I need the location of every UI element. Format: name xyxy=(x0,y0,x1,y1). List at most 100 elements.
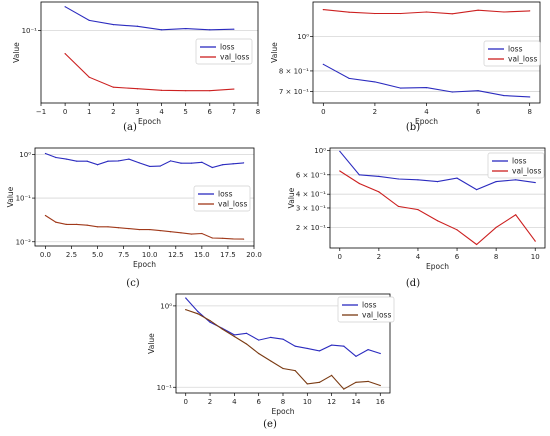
x-tick-label: 15.0 xyxy=(194,251,210,259)
data-point xyxy=(270,336,272,338)
x-tick-label: 0 xyxy=(338,253,342,261)
x-tick-label: 12 xyxy=(327,398,336,406)
data-point xyxy=(233,28,235,30)
data-point xyxy=(374,81,376,83)
x-tick-label: 14 xyxy=(351,398,360,406)
data-point xyxy=(477,9,479,11)
y-axis-label: Value xyxy=(12,42,21,63)
data-point xyxy=(209,321,211,323)
data-point xyxy=(86,160,88,162)
data-point xyxy=(159,230,161,232)
data-point xyxy=(180,162,182,164)
x-tick-label: 2 xyxy=(111,108,115,116)
data-point xyxy=(209,319,211,322)
legend-box xyxy=(487,152,545,179)
data-point xyxy=(339,150,341,152)
data-point xyxy=(138,162,140,164)
x-axis-label: Epoch xyxy=(133,260,156,269)
y-tick-label: 10⁰ xyxy=(160,302,172,310)
subfigure-caption: (a) xyxy=(123,122,137,133)
data-point xyxy=(44,152,47,155)
y-tick-label: 10⁻¹ xyxy=(22,27,38,35)
x-tick-label: 8 xyxy=(256,108,260,116)
data-point xyxy=(221,328,223,330)
data-point xyxy=(222,164,224,166)
data-point xyxy=(136,25,139,27)
x-tick-label: 12.5 xyxy=(168,251,184,259)
x-tick-label: 3 xyxy=(135,108,139,116)
subfigure-caption: (d) xyxy=(406,278,420,289)
x-tick-label: 6 xyxy=(455,253,460,261)
data-point xyxy=(65,158,67,160)
legend-entry: loss xyxy=(508,45,523,54)
series-line-loss xyxy=(64,6,234,31)
data-point xyxy=(358,174,360,176)
legend-entry: loss xyxy=(218,190,233,199)
y-tick-label: 10⁻¹ xyxy=(157,384,173,392)
data-point xyxy=(76,160,78,162)
legend-box xyxy=(483,40,541,67)
data-point xyxy=(358,182,360,185)
data-point xyxy=(294,370,296,372)
x-axis-label: Epoch xyxy=(426,262,449,271)
x-tick-label: 2 xyxy=(208,398,212,406)
data-point xyxy=(180,232,182,234)
y-axis-label: Value xyxy=(6,186,15,207)
x-tick-label: 7.5 xyxy=(118,251,129,259)
data-point xyxy=(55,221,57,223)
x-tick-label: 4 xyxy=(416,253,421,261)
subfigure-caption: (c) xyxy=(126,278,140,289)
data-point xyxy=(107,160,109,162)
data-point xyxy=(112,86,114,88)
data-point xyxy=(233,88,235,90)
data-point xyxy=(149,228,151,231)
x-tick-label: 4 xyxy=(232,398,237,406)
y-axis-label: Value xyxy=(147,333,156,354)
data-point xyxy=(211,237,213,239)
data-point xyxy=(65,223,67,225)
y-axis-label: Value xyxy=(270,42,279,63)
x-tick-label: 6 xyxy=(256,398,261,406)
x-tick-label: 16 xyxy=(376,398,385,406)
data-point xyxy=(397,178,400,180)
data-point xyxy=(197,311,199,313)
x-tick-label: 2 xyxy=(377,253,381,261)
data-point xyxy=(86,224,88,226)
y-tick-label: 10⁰ xyxy=(297,33,309,41)
data-point xyxy=(503,94,505,97)
data-point xyxy=(232,238,234,240)
data-point xyxy=(169,231,172,233)
data-point xyxy=(211,166,213,169)
data-point xyxy=(495,181,497,183)
data-point xyxy=(201,232,203,235)
legend-entry: val_loss xyxy=(218,200,247,209)
data-point xyxy=(318,381,321,383)
data-point xyxy=(282,338,284,340)
data-point xyxy=(355,381,357,383)
data-point xyxy=(477,90,479,92)
data-point xyxy=(201,161,203,163)
y-tick-label: 10⁰ xyxy=(19,151,31,159)
data-point xyxy=(190,233,193,235)
data-point xyxy=(185,27,187,30)
data-point xyxy=(258,339,260,341)
plot-frame xyxy=(329,147,546,249)
data-point xyxy=(348,11,350,13)
data-point xyxy=(529,10,531,12)
data-point xyxy=(185,90,187,92)
data-point xyxy=(475,243,478,246)
data-point xyxy=(294,345,296,347)
data-point xyxy=(96,226,99,228)
data-point xyxy=(245,332,248,334)
data-point xyxy=(76,223,78,225)
data-point xyxy=(232,163,234,165)
x-axis-label: Epoch xyxy=(272,407,295,416)
data-point xyxy=(451,13,453,15)
data-point xyxy=(417,208,419,211)
plot-frame xyxy=(40,1,259,104)
data-point xyxy=(400,12,402,15)
chart-2: 0 2 4 6 8 10⁰ 8 × 10⁻¹ 7 × 10⁻¹ Epoch Value lossva… xyxy=(270,1,541,133)
legend-entry: loss xyxy=(220,43,235,52)
x-tick-label: 8 xyxy=(281,398,285,406)
